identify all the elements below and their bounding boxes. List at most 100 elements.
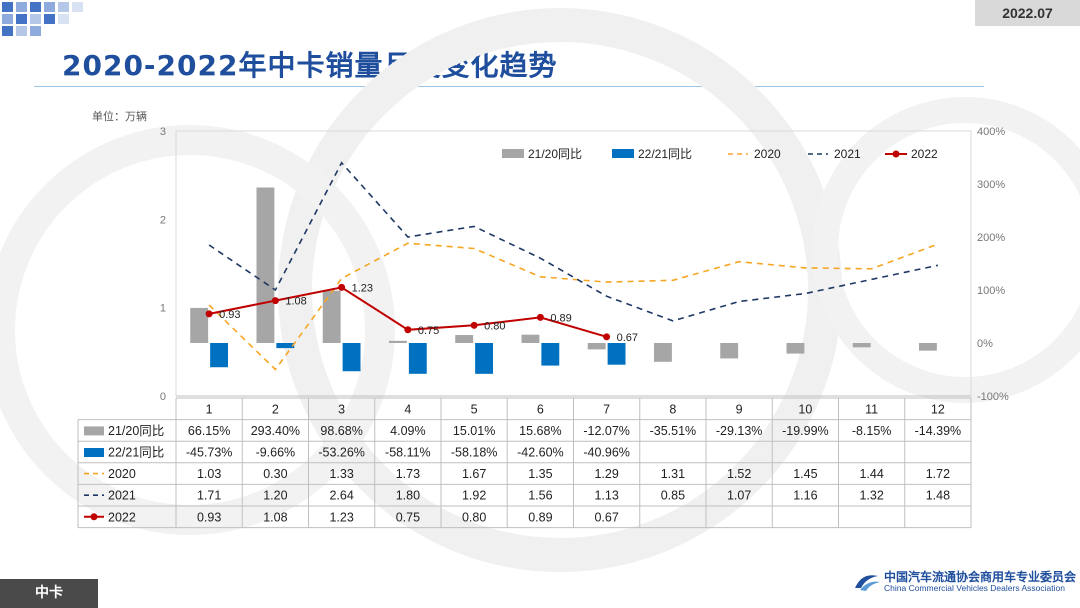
legend-swatch <box>502 149 524 158</box>
table-cell: 1.80 <box>396 489 420 503</box>
table-cell: 1.45 <box>793 467 817 481</box>
table-cell: 1.33 <box>329 467 353 481</box>
table-row-label: 2021 <box>108 489 136 503</box>
cvda-logo-icon <box>855 575 880 591</box>
y-right-tick-label: 100% <box>977 285 1005 297</box>
data-label-2022: 0.67 <box>617 332 638 344</box>
bar-2120 <box>256 187 275 343</box>
table-cell: 1.72 <box>926 467 950 481</box>
table-cell: 0.75 <box>396 510 420 524</box>
table-cell: 1.20 <box>263 489 287 503</box>
y-left-tick-label: 0 <box>160 391 166 403</box>
table-cell: 0.30 <box>263 467 287 481</box>
category-label: 2 <box>272 402 279 416</box>
y-left-tick-label: 1 <box>160 303 166 315</box>
table-row-label: 2020 <box>108 467 136 481</box>
watermark-ring <box>0 125 395 535</box>
category-label: 4 <box>404 402 411 416</box>
watermark-ring <box>812 97 1080 403</box>
table-cell: -12.07% <box>583 424 630 438</box>
line-2021 <box>208 161 939 322</box>
bar-2120 <box>587 343 606 350</box>
table-cell: -14.39% <box>915 424 962 438</box>
marker-2022 <box>603 333 611 341</box>
corner-deco-square <box>58 14 69 24</box>
bar-2221 <box>408 343 427 374</box>
y-right-tick-label: 200% <box>977 232 1005 244</box>
title-divider <box>34 86 984 87</box>
legend-swatch <box>892 150 900 158</box>
org-name-en: China Commercial Vehicles Dealers Associ… <box>884 583 1065 593</box>
bar-2120 <box>455 335 474 343</box>
table-cell: 0.85 <box>661 489 685 503</box>
marker-2022 <box>404 326 412 334</box>
bar-2221 <box>607 343 626 365</box>
category-label: 12 <box>931 402 945 416</box>
table-cell: 1.31 <box>661 467 685 481</box>
table-cell: 1.23 <box>329 510 353 524</box>
report-date-badge: 2022.07 <box>975 0 1080 26</box>
bar-2120 <box>786 343 805 354</box>
data-label-2022: 0.93 <box>219 309 240 321</box>
table-cell: 0.89 <box>528 510 552 524</box>
corner-deco-square <box>30 2 41 12</box>
table-cell: 1.08 <box>263 510 287 524</box>
data-label-2022: 0.75 <box>418 325 439 337</box>
table-cell: 15.01% <box>453 424 495 438</box>
table-cell: -53.26% <box>318 446 365 460</box>
category-label: 7 <box>603 402 610 416</box>
table-cell: -42.60% <box>517 446 564 460</box>
bar-2120 <box>720 343 739 359</box>
table-cell: 98.68% <box>320 424 362 438</box>
legend-label: 2021 <box>834 147 861 161</box>
table-cell: 293.40% <box>251 424 300 438</box>
bar-2120 <box>852 343 871 348</box>
org-name-cn: 中国汽车流通协会商用车专业委员会 <box>884 570 1077 584</box>
corner-deco-square <box>44 2 55 12</box>
bar-2120 <box>322 290 341 343</box>
table-cell: 1.56 <box>528 489 552 503</box>
marker-2022 <box>536 313 544 321</box>
table-legend-swatch <box>84 448 104 457</box>
corner-deco-square <box>30 26 41 36</box>
table-cell: 15.68% <box>519 424 561 438</box>
table-cell: 1.35 <box>528 467 552 481</box>
table-cell: 1.07 <box>727 489 751 503</box>
y-right-tick-label: -100% <box>977 391 1009 403</box>
bar-2221 <box>342 343 361 372</box>
data-label-2022: 0.80 <box>484 320 505 332</box>
legend-label: 21/20同比 <box>528 147 582 161</box>
marker-2022 <box>205 310 213 318</box>
corner-deco-square <box>72 2 83 12</box>
data-label-2022: 0.89 <box>550 312 571 324</box>
table-cell: 1.03 <box>197 467 221 481</box>
table-cell: 1.44 <box>859 467 883 481</box>
bar-2120 <box>190 307 209 343</box>
segment-tag: 中卡 <box>0 579 98 608</box>
table-cell: 1.13 <box>594 489 618 503</box>
bar-2120 <box>521 334 540 343</box>
bar-2120 <box>388 340 407 343</box>
table-row-label: 22/21同比 <box>108 446 164 460</box>
table-row-label: 21/20同比 <box>108 424 164 438</box>
corner-deco-square <box>58 2 69 12</box>
legend-swatch <box>612 149 634 158</box>
y-right-tick-label: 0% <box>977 338 993 350</box>
table-cell: 4.09% <box>390 424 425 438</box>
data-label-2022: 1.08 <box>285 296 306 308</box>
marker-2022 <box>470 321 478 329</box>
table-cell: -58.18% <box>451 446 498 460</box>
line-2020 <box>208 242 939 371</box>
table-cell: -58.11% <box>385 446 431 460</box>
category-label: 6 <box>537 402 544 416</box>
table-cell: 2.64 <box>329 489 353 503</box>
corner-deco-square <box>2 2 13 12</box>
y-left-tick-label: 2 <box>160 214 166 226</box>
bar-2120 <box>918 343 937 351</box>
table-cell: 0.67 <box>594 510 618 524</box>
marker-2022 <box>271 297 279 305</box>
y-left-tick-label: 3 <box>160 126 166 138</box>
legend-label: 2020 <box>754 147 781 161</box>
legend-label: 22/21同比 <box>638 147 692 161</box>
corner-deco-square <box>16 26 27 36</box>
